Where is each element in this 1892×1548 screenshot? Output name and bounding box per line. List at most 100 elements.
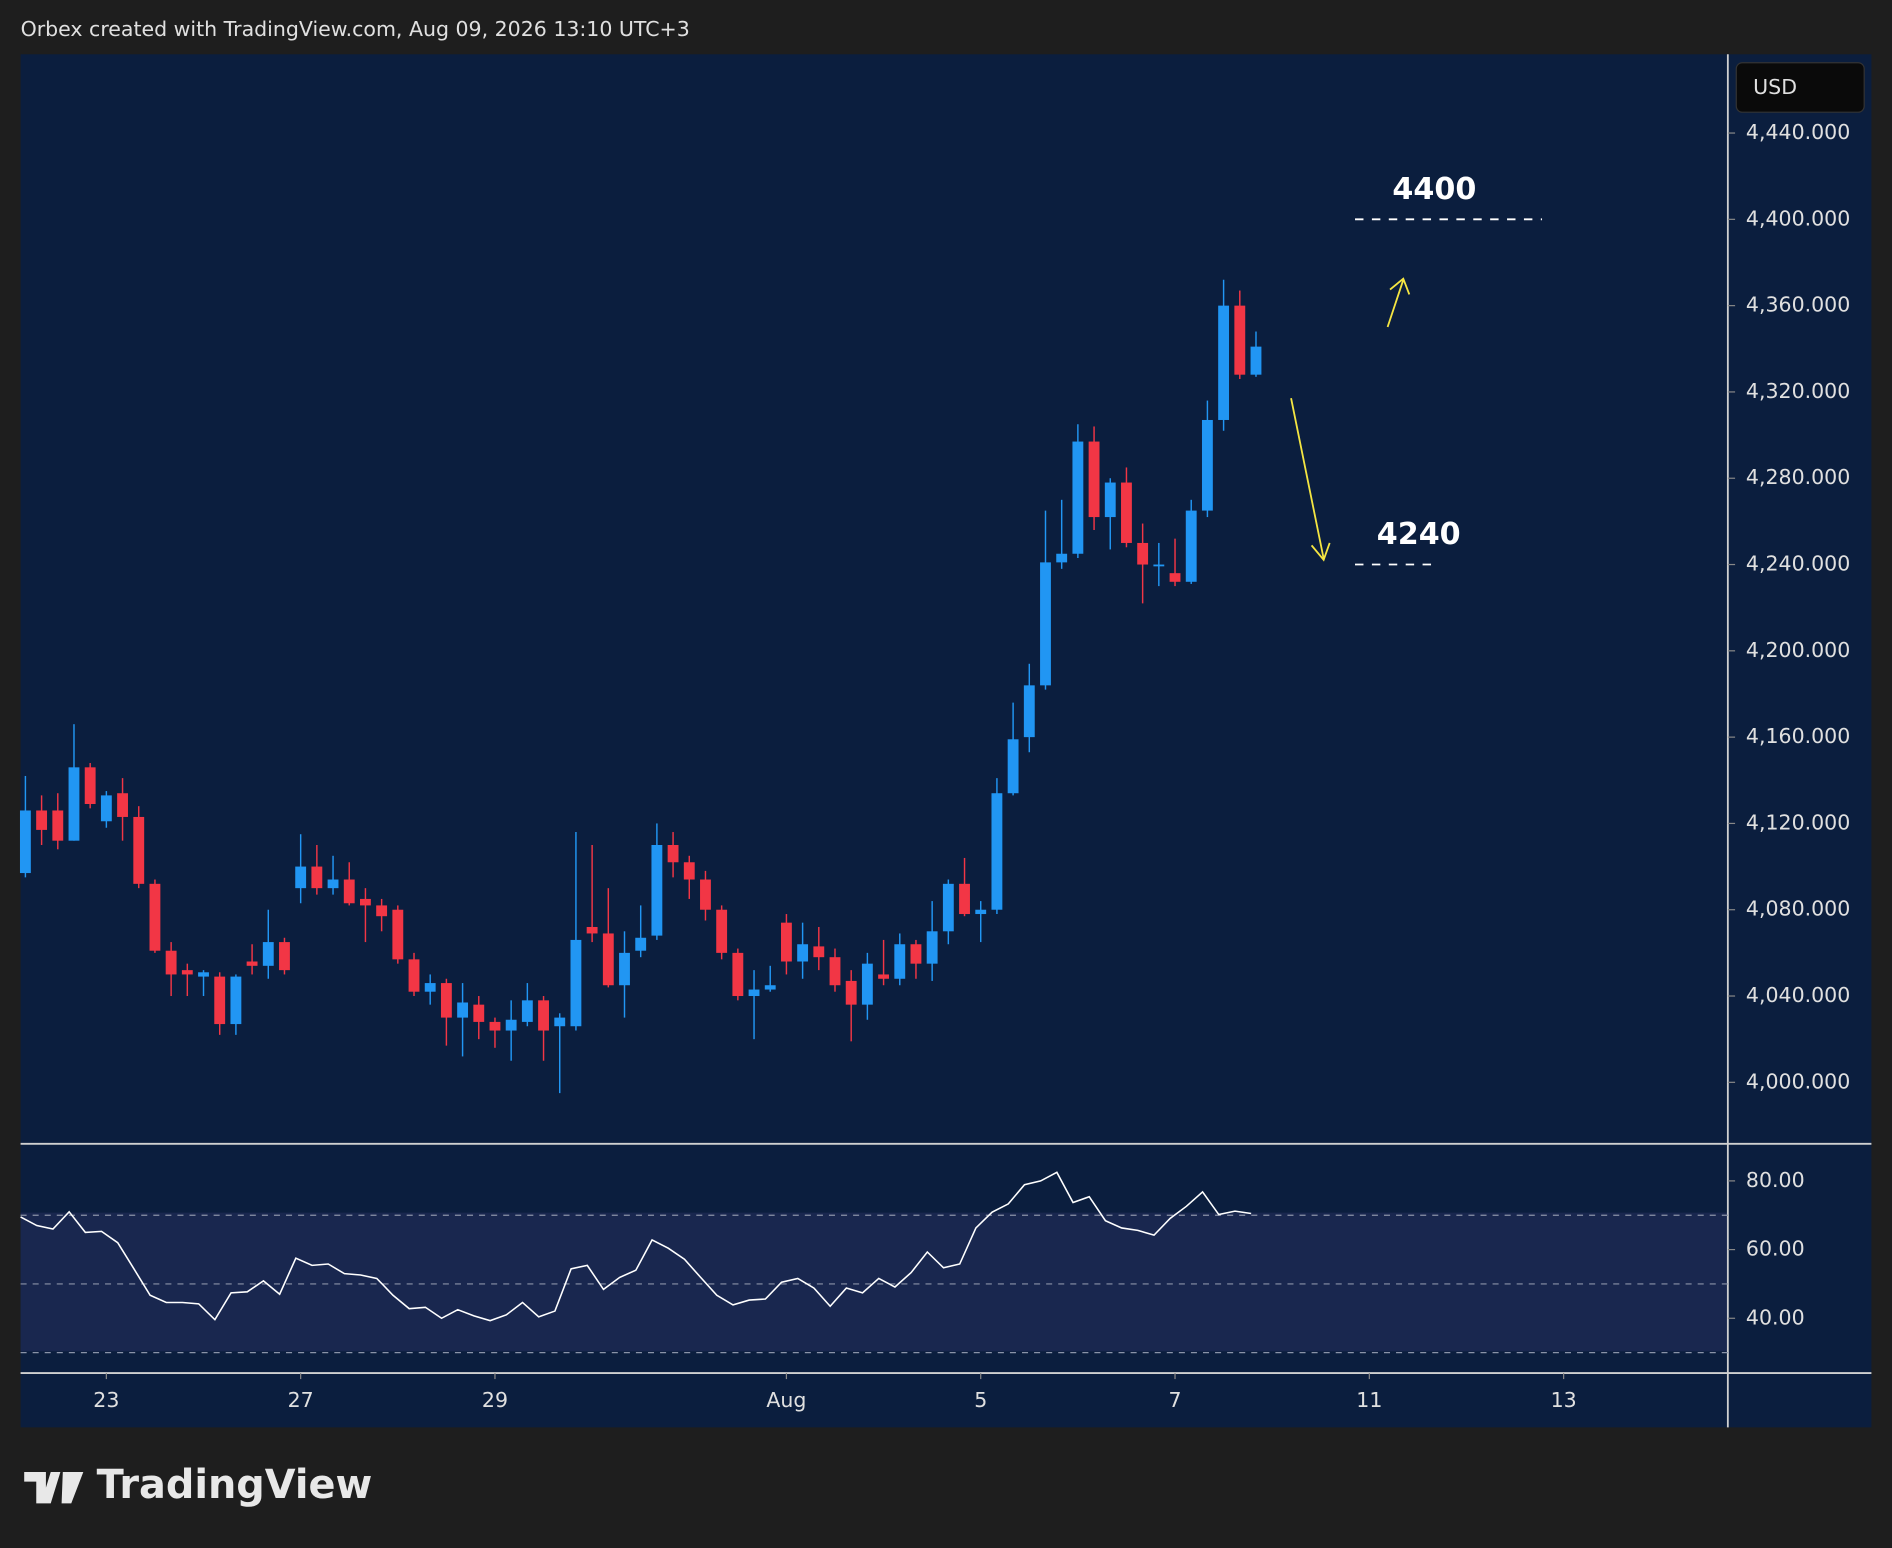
candle-body: [797, 944, 809, 962]
candle-body: [84, 767, 96, 805]
candle-body: [19, 810, 31, 874]
arrow-up-head: [1389, 277, 1411, 295]
candle-body: [133, 816, 145, 884]
candle-body: [505, 1019, 517, 1031]
candle-body: [570, 939, 582, 1027]
candle-body: [1201, 419, 1213, 511]
candle-body: [554, 1017, 566, 1027]
candle-body: [716, 909, 728, 953]
candle-body: [1104, 482, 1116, 518]
candle-body: [813, 946, 825, 958]
candle-body: [343, 879, 355, 904]
candle-body: [1056, 553, 1068, 563]
candle-body: [327, 879, 339, 889]
x-tick-label: 13: [1551, 1388, 1577, 1412]
candle-body: [602, 933, 614, 986]
y-tick-label: 4,200.000: [1746, 638, 1850, 662]
candle-body: [748, 989, 760, 997]
candle-body: [829, 957, 841, 986]
candle-body: [878, 974, 890, 979]
y-tick-label: 4,400.000: [1746, 206, 1850, 230]
candle-body: [149, 883, 161, 951]
y-tick-label: 4,000.000: [1746, 1069, 1850, 1093]
candle-body: [1072, 441, 1084, 554]
candle-body: [181, 970, 193, 975]
y-tick-label: 4,280.000: [1746, 465, 1850, 489]
arrow-down: [1290, 397, 1325, 559]
y-tick-label: 4,320.000: [1746, 379, 1850, 403]
candle-body: [959, 883, 970, 915]
candle-body: [991, 793, 1003, 910]
candle-body: [1007, 739, 1019, 794]
y-tick-label: 60.00: [1746, 1237, 1805, 1261]
level-label: 4240: [1377, 517, 1461, 552]
candle-body: [117, 793, 128, 817]
candle-body: [861, 963, 873, 1005]
level-label: 4400: [1392, 172, 1476, 207]
x-tick-label: 23: [93, 1388, 119, 1412]
currency: USD: [1753, 75, 1797, 99]
candle-body: [376, 905, 388, 917]
y-tick-label: 4,440.000: [1746, 120, 1850, 144]
chart-panel: [20, 54, 1872, 1428]
candle-body: [538, 1000, 549, 1031]
plot: 4,000.000 4,040.000 4,080.000 4,120.000 4,16…: [19, 120, 1850, 1412]
candle-body: [1169, 573, 1181, 582]
x-tick-label: Aug: [766, 1388, 806, 1412]
candle-body: [764, 985, 776, 990]
arrow-down-head: [1310, 542, 1331, 562]
candle-body: [910, 944, 922, 964]
candle-body: [651, 844, 663, 936]
candle-body: [683, 862, 695, 880]
y-tick-label: 4,120.000: [1746, 810, 1850, 834]
candle-body: [52, 810, 64, 841]
y-tick-label: 4,040.000: [1746, 983, 1850, 1007]
candle-body: [165, 950, 177, 975]
arrow-up: [1386, 279, 1405, 328]
candle-body: [360, 898, 371, 906]
candle-body: [1121, 482, 1132, 543]
candle-body: [521, 1000, 533, 1022]
y-tick-label: 40.00: [1746, 1305, 1805, 1329]
x-tick-label: 27: [288, 1388, 314, 1412]
candle-body: [262, 942, 274, 966]
candle-body: [780, 922, 792, 962]
candle-body: [230, 976, 242, 1025]
candle-body: [198, 972, 209, 977]
candle-body: [700, 879, 711, 910]
candle-body: [926, 931, 938, 964]
candle-body: [1250, 346, 1262, 375]
candle-body: [214, 976, 226, 1025]
candle-body: [392, 909, 404, 960]
candle-body: [489, 1021, 501, 1031]
x-tick-label: 5: [974, 1388, 987, 1412]
candle-body: [100, 795, 112, 822]
brand: TradingView: [97, 1462, 373, 1508]
candle-body: [246, 961, 258, 966]
rsi-line: [20, 1171, 1252, 1322]
candle-body: [68, 767, 80, 841]
y-tick-label: 4,080.000: [1746, 897, 1850, 921]
logo: TradingView: [24, 1462, 372, 1508]
candle-body: [440, 983, 452, 1018]
candle-body: [667, 844, 679, 863]
candle-body: [279, 942, 290, 971]
x-tick-label: 7: [1169, 1388, 1182, 1412]
y-tick-label: 4,160.000: [1746, 724, 1850, 748]
candle-body: [36, 810, 48, 830]
candle-body: [732, 952, 744, 997]
candle-body: [586, 926, 598, 934]
currency-badge[interactable]: [1735, 62, 1865, 113]
candle-body: [408, 959, 420, 992]
candle-body: [1185, 510, 1197, 582]
candle-body: [1023, 685, 1035, 738]
candle-body: [845, 980, 857, 1005]
candle-body: [942, 883, 954, 932]
y-tick-label: 80.00: [1746, 1168, 1805, 1192]
candle-body: [894, 944, 906, 979]
candle-body: [1234, 305, 1246, 375]
candle-body: [619, 952, 630, 986]
caption: Orbex created with TradingView.com, Aug …: [21, 17, 690, 41]
candle-body: [311, 866, 323, 889]
